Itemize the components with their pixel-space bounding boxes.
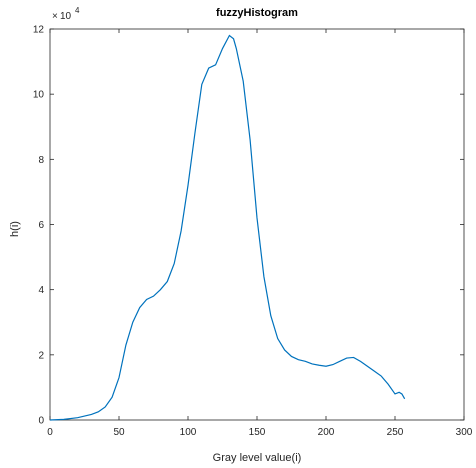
y-multiplier-base: 10 bbox=[60, 11, 72, 22]
x-tick-label: 250 bbox=[387, 427, 404, 438]
y-tick-label: 8 bbox=[38, 155, 44, 166]
x-axis-ticks: 0 50 100 150 200 250 300 bbox=[47, 29, 473, 438]
y-axis-label: h(i) bbox=[9, 221, 21, 237]
y-tick-label: 12 bbox=[33, 25, 45, 36]
y-tick-label: 6 bbox=[38, 220, 44, 231]
x-tick-label: 50 bbox=[113, 427, 125, 438]
y-tick-label: 4 bbox=[38, 285, 44, 296]
y-tick-label: 10 bbox=[33, 90, 45, 101]
x-tick-label: 300 bbox=[456, 427, 473, 438]
y-axis-ticks: 0 2 4 6 8 10 12 bbox=[33, 25, 464, 427]
chart-title: fuzzyHistogram bbox=[216, 7, 298, 19]
y-axis-multiplier: × 10 4 bbox=[52, 6, 80, 22]
x-tick-label: 100 bbox=[180, 427, 197, 438]
x-axis-label: Gray level value(i) bbox=[213, 452, 302, 464]
y-tick-label: 2 bbox=[38, 350, 44, 361]
y-multiplier-times: × bbox=[52, 11, 58, 22]
y-multiplier-exponent: 4 bbox=[75, 6, 80, 15]
y-tick-label: 0 bbox=[38, 416, 44, 427]
x-tick-label: 150 bbox=[249, 427, 266, 438]
x-tick-label: 200 bbox=[318, 427, 335, 438]
x-tick-label: 0 bbox=[47, 427, 53, 438]
series-line bbox=[49, 34, 406, 421]
